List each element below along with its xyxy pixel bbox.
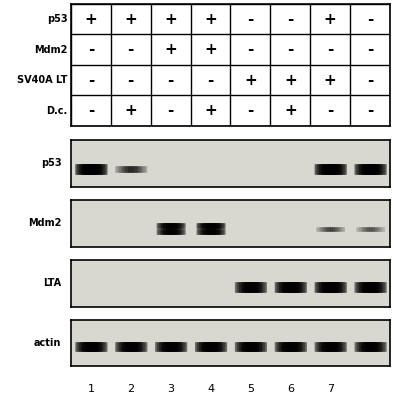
Text: actin: actin [34, 338, 61, 348]
Text: -: - [367, 103, 373, 118]
Text: 2: 2 [127, 384, 134, 394]
Text: -: - [128, 42, 134, 57]
Text: -: - [327, 42, 333, 57]
Text: -: - [247, 103, 254, 118]
Text: +: + [284, 103, 297, 118]
Text: SV40A LT: SV40A LT [17, 75, 68, 85]
Text: +: + [125, 12, 137, 27]
Text: 7: 7 [327, 384, 334, 394]
Text: -: - [287, 12, 294, 27]
Text: -: - [247, 12, 254, 27]
Text: -: - [207, 72, 214, 88]
Text: +: + [204, 12, 217, 27]
Text: 1: 1 [87, 384, 95, 394]
Text: -: - [327, 103, 333, 118]
Text: +: + [244, 72, 257, 88]
Text: -: - [287, 42, 294, 57]
Text: -: - [247, 42, 254, 57]
Text: 6: 6 [287, 384, 294, 394]
Text: +: + [125, 103, 137, 118]
Text: -: - [367, 42, 373, 57]
Text: -: - [128, 72, 134, 88]
Text: -: - [88, 42, 94, 57]
Text: 5: 5 [247, 384, 254, 394]
Text: -: - [167, 72, 174, 88]
Text: -: - [88, 72, 94, 88]
Text: -: - [367, 72, 373, 88]
Text: -: - [167, 103, 174, 118]
Text: p53: p53 [41, 158, 61, 168]
Text: p53: p53 [47, 14, 68, 24]
Text: +: + [284, 72, 297, 88]
Text: +: + [324, 72, 336, 88]
Text: 3: 3 [167, 384, 174, 394]
Text: Mdm2: Mdm2 [28, 218, 61, 228]
Text: Mdm2: Mdm2 [34, 45, 68, 55]
Text: +: + [204, 42, 217, 57]
Text: 4: 4 [207, 384, 214, 394]
Text: LTA: LTA [43, 278, 61, 288]
Text: +: + [84, 12, 97, 27]
Text: +: + [164, 12, 177, 27]
Text: -: - [367, 12, 373, 27]
Text: +: + [324, 12, 336, 27]
Text: -: - [88, 103, 94, 118]
Text: +: + [164, 42, 177, 57]
Text: +: + [204, 103, 217, 118]
Text: D.c.: D.c. [46, 106, 68, 116]
